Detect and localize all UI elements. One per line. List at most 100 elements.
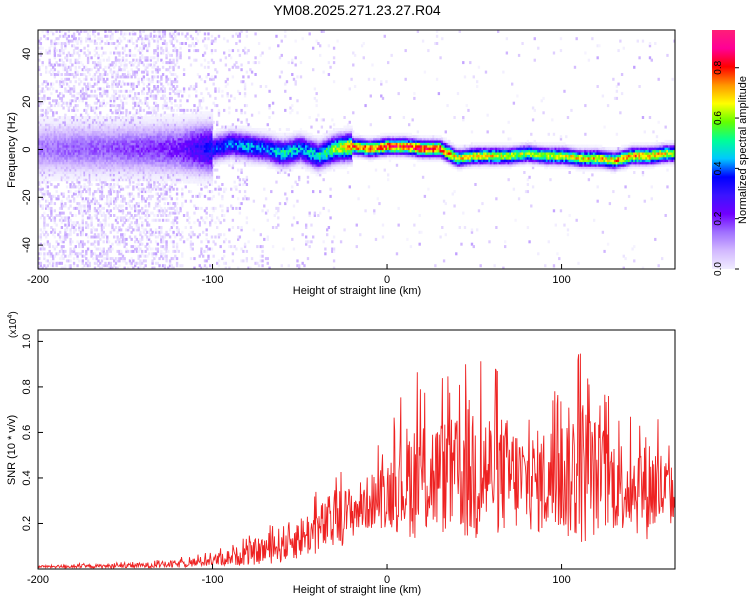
spectrogram-cell: [123, 61, 126, 65]
spectrogram-cell: [127, 226, 130, 229]
spectrogram-cell: [74, 75, 77, 79]
spectrogram-cell: [116, 120, 119, 124]
spectrogram-cell: [188, 221, 191, 225]
spectrogram-cell: [179, 99, 182, 103]
spectrogram-cell: [127, 228, 130, 232]
spectrogram-cell: [111, 94, 114, 98]
spectrogram-cell: [100, 197, 104, 201]
spectrogram-cell: [137, 194, 140, 198]
spectrogram-cell: [149, 92, 153, 96]
spectrogram-cell: [154, 173, 158, 177]
spectrogram-cell: [71, 144, 74, 148]
spectrogram-cell: [113, 173, 116, 177]
spectrogram-cell: [132, 42, 135, 45]
spectrogram-cell: [156, 85, 160, 88]
spectrogram-cell: [39, 168, 43, 172]
spectrogram-cell: [137, 128, 140, 131]
spectrogram-cell: [141, 149, 144, 153]
spectrogram-cell: [113, 42, 116, 45]
spectrogram-cell: [58, 218, 62, 222]
spectrogram-cell: [127, 144, 130, 148]
spectrogram-cell: [128, 199, 132, 203]
spectrogram-cell: [69, 137, 72, 141]
spectrogram-cell: [86, 171, 90, 174]
spectrogram-cell: [93, 111, 97, 115]
spectrogram-cell: [45, 166, 48, 170]
spectrogram-cell: [50, 120, 53, 124]
spectrogram-cell: [154, 156, 158, 160]
spectrogram-cell: [46, 137, 50, 141]
spectrogram-cell: [67, 216, 71, 220]
spectrogram-cell: [57, 42, 60, 45]
spectrogram-cell: [156, 132, 160, 136]
spectrogram-cell: [38, 257, 41, 261]
spectrogram-cell: [135, 65, 139, 69]
spectrogram-cell: [120, 30, 123, 33]
spectrogram-cell: [43, 254, 46, 258]
spectrogram-cell: [134, 206, 137, 210]
spectrogram-cell: [93, 130, 97, 134]
spectrogram-cell: [134, 147, 137, 151]
spectrogram-cell: [48, 135, 51, 139]
spectrogram-cell: [88, 73, 91, 76]
spectrogram-cell: [38, 68, 41, 72]
spectrogram-cell: [137, 171, 140, 174]
spectrogram-cell: [95, 173, 98, 177]
spectrogram-cell: [78, 168, 81, 172]
spectrogram-cell: [88, 190, 91, 194]
spectrogram-cell: [144, 118, 147, 122]
spectrogram-cell: [79, 252, 83, 256]
spectrogram-cell: [149, 120, 153, 124]
spectrogram-cell: [111, 166, 114, 170]
spectrogram-cell: [50, 230, 53, 234]
spectrogram-cell: [144, 128, 147, 131]
spectrogram-cell: [153, 128, 156, 131]
spectrogram-cell: [90, 128, 93, 131]
spectrogram-cell: [97, 211, 100, 215]
spectrogram-cell: [60, 104, 64, 108]
spectrogram-cell: [74, 190, 77, 194]
spectrogram-cell: [41, 89, 44, 93]
spectrogram-cell: [97, 163, 100, 167]
spectrogram-cell: [60, 266, 64, 269]
spectrogram-cell: [130, 261, 133, 265]
spectrogram-cell: [57, 128, 60, 131]
spectrogram-cell: [83, 173, 86, 177]
spectrogram-cell: [132, 149, 135, 153]
spectrogram-cell: [121, 139, 125, 143]
spectrogram-cell: [113, 135, 116, 139]
spectrogram-cell: [106, 159, 109, 163]
spectrogram-cell: [52, 168, 55, 172]
spectrogram-cell: [153, 151, 156, 155]
spectrogram-cell: [41, 142, 44, 146]
spectrogram-cell: [58, 257, 62, 261]
spectrogram-cell: [135, 125, 139, 129]
spectrogram-cell: [132, 175, 135, 179]
spectrogram-cell: [39, 149, 43, 153]
spectrogram-cell: [99, 163, 102, 167]
spectrogram-cell: [116, 156, 119, 160]
spectrogram-cell: [154, 247, 158, 251]
spectrogram-cell: [132, 228, 135, 232]
spectrogram-cell: [134, 221, 137, 225]
spectrogram-cell: [55, 142, 58, 146]
spectrogram-cell: [137, 118, 140, 122]
spectrogram-cell: [52, 147, 55, 151]
spectrogram-cell: [52, 142, 55, 146]
spectrogram-cell: [92, 142, 95, 146]
spectrogram-cell: [85, 252, 88, 256]
spectrogram-cell: [64, 204, 67, 208]
spectrogram-cell: [165, 96, 168, 100]
spectrogram-cell: [45, 151, 48, 155]
spectrogram-cell: [128, 125, 132, 129]
spectrogram-cell: [135, 218, 139, 222]
spectrogram-cell: [79, 151, 83, 155]
spectrogram-cell: [46, 264, 50, 268]
spectrogram-cell: [81, 154, 84, 158]
spectrogram-cell: [121, 118, 125, 122]
spectrogram-cell: [123, 242, 126, 246]
spectrogram-cell: [38, 42, 41, 45]
spectrogram-cell: [121, 137, 125, 141]
spectrogram-cell: [86, 118, 90, 122]
spectrogram-cell: [48, 159, 51, 163]
